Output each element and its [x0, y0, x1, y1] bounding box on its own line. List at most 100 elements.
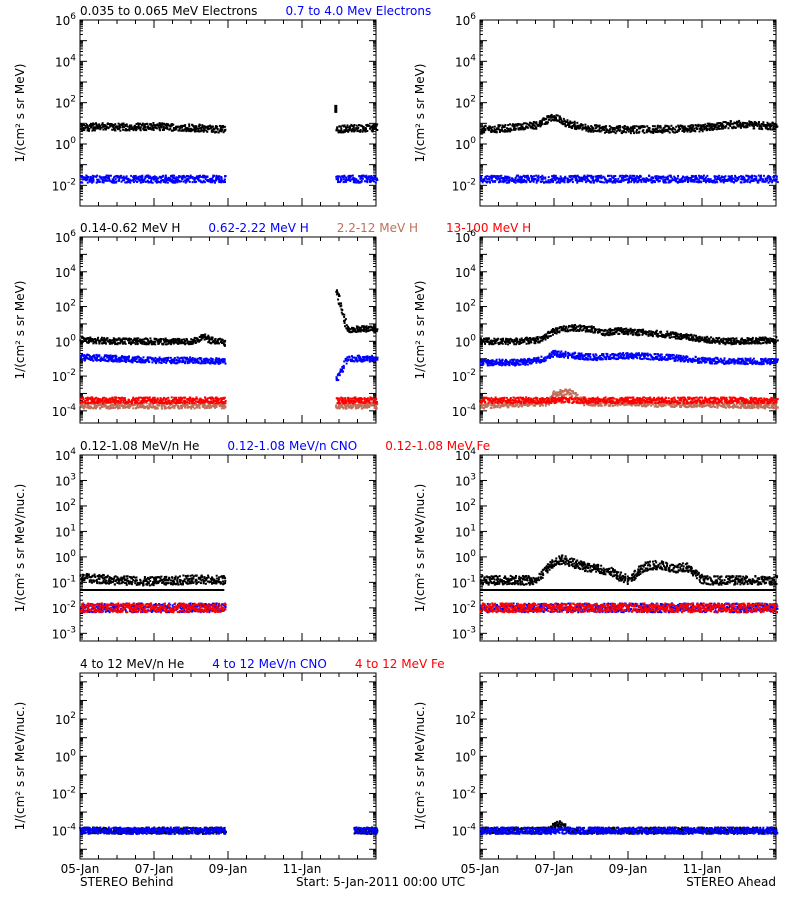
data-point: [349, 176, 352, 179]
data-point: [342, 180, 345, 183]
data-point: [351, 129, 354, 132]
data-point: [571, 178, 574, 181]
data-point: [769, 176, 772, 179]
data-point: [365, 326, 368, 329]
data-point: [125, 181, 128, 184]
data-point: [633, 127, 636, 130]
data-point: [488, 126, 491, 129]
data-point: [83, 405, 86, 408]
data-point: [155, 358, 158, 361]
data-point: [668, 179, 671, 182]
data-point: [166, 123, 169, 126]
data-point: [86, 176, 89, 179]
data-point: [354, 329, 357, 332]
data-point: [722, 127, 725, 130]
data-point: [505, 179, 508, 182]
data-point: [533, 127, 536, 130]
data-point: [749, 175, 752, 178]
data-point: [216, 125, 219, 128]
data-point: [691, 175, 694, 178]
data-point: [95, 175, 98, 178]
data-point: [700, 175, 703, 178]
data-point: [135, 357, 138, 360]
data-point: [103, 354, 106, 357]
data-point: [481, 127, 484, 130]
data-point: [91, 355, 94, 358]
data-point: [347, 177, 350, 180]
y-tick-exponent: -4: [67, 403, 76, 413]
data-point: [144, 175, 147, 178]
data-point: [90, 177, 93, 180]
y-tick-base: 10: [55, 231, 70, 245]
data-point: [172, 129, 175, 132]
data-point: [497, 128, 500, 131]
data-point: [183, 405, 186, 408]
data-point: [584, 178, 587, 181]
data-point: [537, 179, 540, 182]
data-point: [137, 127, 140, 130]
data-point: [757, 174, 760, 177]
data-point: [719, 122, 722, 125]
data-point: [340, 177, 343, 180]
data-point: [500, 174, 503, 177]
data-point: [629, 177, 632, 180]
data-point: [633, 177, 636, 180]
data-point: [509, 127, 512, 130]
data-point: [363, 180, 366, 183]
data-point: [345, 126, 348, 129]
data-point: [124, 125, 127, 128]
data-point: [490, 127, 493, 130]
data-point: [180, 124, 183, 127]
data-point: [82, 178, 85, 181]
data-point: [188, 341, 191, 344]
data-point: [516, 124, 519, 127]
data-point: [118, 360, 121, 363]
data-point: [638, 127, 641, 130]
data-point: [554, 176, 557, 179]
data-point: [687, 176, 690, 179]
data-point: [210, 342, 213, 345]
data-point: [559, 117, 562, 120]
data-point: [627, 127, 630, 130]
data-point: [94, 127, 97, 130]
data-point: [535, 127, 538, 130]
data-point: [767, 127, 770, 130]
data-point: [363, 357, 366, 360]
data-point: [619, 125, 622, 128]
data-point: [648, 128, 651, 131]
data-point: [352, 125, 355, 128]
data-point: [566, 123, 569, 126]
data-point: [125, 356, 128, 359]
data-point: [95, 353, 98, 356]
data-point: [370, 325, 373, 328]
data-point: [117, 403, 120, 406]
data-point: [81, 340, 84, 343]
data-point: [764, 180, 767, 183]
data-point: [635, 131, 638, 134]
data-point: [556, 180, 559, 183]
data-point: [114, 123, 117, 126]
data-point: [218, 124, 221, 127]
y-tick-base: 10: [52, 370, 67, 384]
data-point: [375, 177, 378, 180]
data-point: [176, 342, 179, 345]
data-point: [365, 329, 368, 332]
data-point: [517, 122, 520, 125]
data-point: [184, 343, 187, 346]
data-point: [512, 178, 515, 181]
data-point: [95, 356, 98, 359]
data-point: [91, 181, 94, 184]
data-point: [345, 357, 348, 360]
data-point: [200, 357, 203, 360]
data-point: [156, 404, 159, 407]
data-point: [654, 177, 657, 180]
data-point: [580, 179, 583, 182]
data-point: [113, 355, 116, 358]
data-point: [501, 124, 504, 127]
data-point: [502, 178, 505, 181]
data-point: [510, 129, 513, 132]
data-point: [198, 130, 201, 133]
data-point: [196, 176, 199, 179]
data-point: [154, 180, 157, 183]
data-point: [480, 128, 483, 131]
